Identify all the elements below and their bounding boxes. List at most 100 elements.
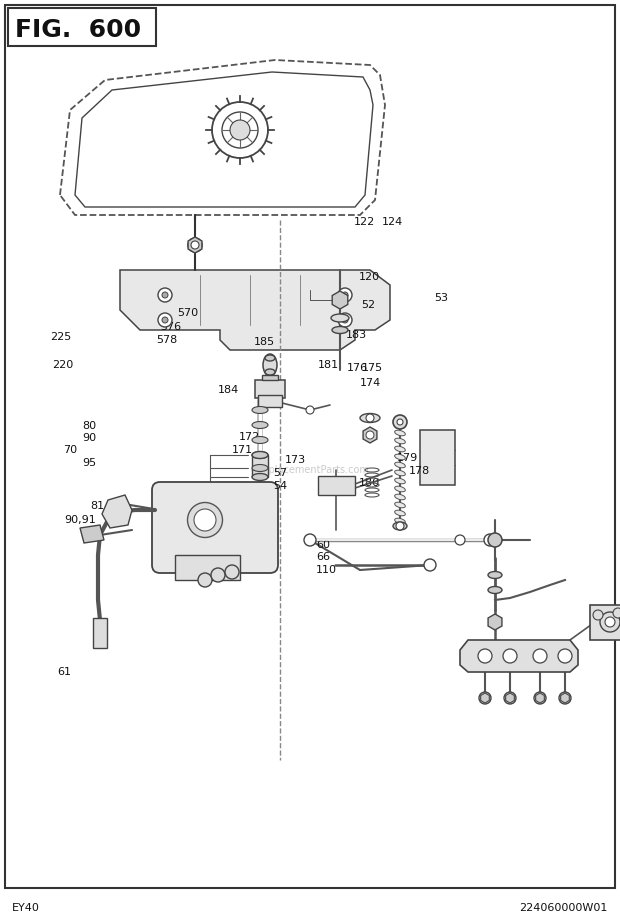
Circle shape bbox=[230, 120, 250, 140]
Text: 110: 110 bbox=[316, 566, 337, 575]
Bar bbox=[8, 8, 156, 46]
Ellipse shape bbox=[252, 451, 268, 459]
Text: 95: 95 bbox=[82, 459, 96, 468]
Polygon shape bbox=[332, 291, 348, 309]
Circle shape bbox=[222, 112, 258, 148]
Ellipse shape bbox=[360, 414, 380, 423]
Text: 185: 185 bbox=[254, 337, 275, 346]
Bar bbox=[258, 395, 282, 407]
Bar bbox=[590, 605, 620, 640]
Polygon shape bbox=[75, 72, 373, 207]
Circle shape bbox=[211, 568, 225, 582]
Text: 80: 80 bbox=[82, 421, 96, 430]
Ellipse shape bbox=[395, 470, 405, 475]
Circle shape bbox=[559, 692, 571, 704]
Text: 173: 173 bbox=[285, 455, 306, 464]
Bar bbox=[252, 455, 268, 477]
Circle shape bbox=[478, 649, 492, 663]
Ellipse shape bbox=[252, 437, 268, 443]
Text: 178: 178 bbox=[409, 466, 430, 475]
Text: EY40: EY40 bbox=[12, 903, 40, 913]
Circle shape bbox=[162, 292, 168, 298]
Bar bbox=[93, 618, 107, 648]
Text: 52: 52 bbox=[361, 300, 375, 309]
Text: 570: 570 bbox=[177, 308, 198, 318]
Bar bbox=[420, 430, 455, 485]
Circle shape bbox=[342, 292, 348, 298]
Circle shape bbox=[503, 649, 517, 663]
Ellipse shape bbox=[252, 451, 268, 459]
Circle shape bbox=[593, 610, 603, 620]
Circle shape bbox=[342, 317, 348, 323]
Ellipse shape bbox=[393, 522, 407, 530]
Text: 172: 172 bbox=[239, 432, 260, 441]
Text: 90,91: 90,91 bbox=[64, 515, 96, 524]
Text: 90: 90 bbox=[82, 434, 96, 443]
Circle shape bbox=[424, 559, 436, 571]
Text: 224060000W01: 224060000W01 bbox=[520, 903, 608, 913]
Ellipse shape bbox=[395, 446, 405, 451]
Circle shape bbox=[338, 313, 352, 327]
Text: 122: 122 bbox=[353, 217, 374, 226]
Circle shape bbox=[479, 692, 491, 704]
Polygon shape bbox=[488, 614, 502, 630]
Ellipse shape bbox=[332, 327, 348, 333]
Circle shape bbox=[212, 102, 268, 158]
Circle shape bbox=[366, 431, 374, 439]
Circle shape bbox=[198, 573, 212, 587]
Ellipse shape bbox=[252, 406, 268, 414]
Ellipse shape bbox=[395, 502, 405, 508]
Polygon shape bbox=[506, 693, 515, 703]
Circle shape bbox=[191, 241, 199, 249]
Ellipse shape bbox=[395, 478, 405, 484]
Polygon shape bbox=[460, 640, 578, 672]
Polygon shape bbox=[60, 60, 385, 215]
Ellipse shape bbox=[395, 430, 405, 436]
Circle shape bbox=[605, 617, 615, 627]
Text: FIG.  600: FIG. 600 bbox=[15, 18, 141, 42]
Ellipse shape bbox=[252, 464, 268, 472]
Circle shape bbox=[393, 415, 407, 429]
Circle shape bbox=[366, 414, 374, 422]
Ellipse shape bbox=[395, 510, 405, 516]
Circle shape bbox=[188, 238, 202, 252]
Polygon shape bbox=[560, 693, 569, 703]
Ellipse shape bbox=[265, 369, 275, 375]
Text: 61: 61 bbox=[57, 667, 71, 677]
Text: 120: 120 bbox=[358, 272, 379, 282]
Text: 70: 70 bbox=[63, 446, 78, 455]
Circle shape bbox=[533, 649, 547, 663]
Text: 66: 66 bbox=[316, 553, 330, 562]
Text: 57: 57 bbox=[273, 469, 287, 478]
Text: 171: 171 bbox=[232, 445, 253, 454]
Text: 578: 578 bbox=[156, 335, 177, 344]
Bar bbox=[262, 375, 278, 380]
Ellipse shape bbox=[395, 422, 405, 427]
Text: 174: 174 bbox=[360, 378, 381, 388]
Text: 179: 179 bbox=[397, 453, 418, 462]
Circle shape bbox=[306, 406, 314, 414]
Text: eReplacementParts.com: eReplacementParts.com bbox=[250, 465, 370, 475]
Text: 220: 220 bbox=[52, 360, 73, 369]
Circle shape bbox=[613, 608, 620, 618]
Polygon shape bbox=[536, 693, 544, 703]
Text: 81: 81 bbox=[90, 501, 104, 510]
Ellipse shape bbox=[252, 422, 268, 428]
Circle shape bbox=[558, 649, 572, 663]
Ellipse shape bbox=[263, 354, 277, 376]
Bar bbox=[255, 380, 285, 398]
Text: 54: 54 bbox=[273, 482, 287, 491]
Ellipse shape bbox=[395, 518, 405, 524]
Bar bbox=[175, 555, 240, 580]
Circle shape bbox=[488, 533, 502, 547]
Text: 183: 183 bbox=[346, 330, 367, 340]
Text: 180: 180 bbox=[358, 478, 379, 487]
Ellipse shape bbox=[331, 314, 349, 322]
Circle shape bbox=[600, 612, 620, 632]
Text: 60: 60 bbox=[316, 540, 330, 549]
Circle shape bbox=[397, 419, 403, 425]
Circle shape bbox=[304, 534, 316, 546]
Polygon shape bbox=[318, 476, 355, 495]
Ellipse shape bbox=[395, 494, 405, 499]
Text: 124: 124 bbox=[382, 217, 403, 226]
